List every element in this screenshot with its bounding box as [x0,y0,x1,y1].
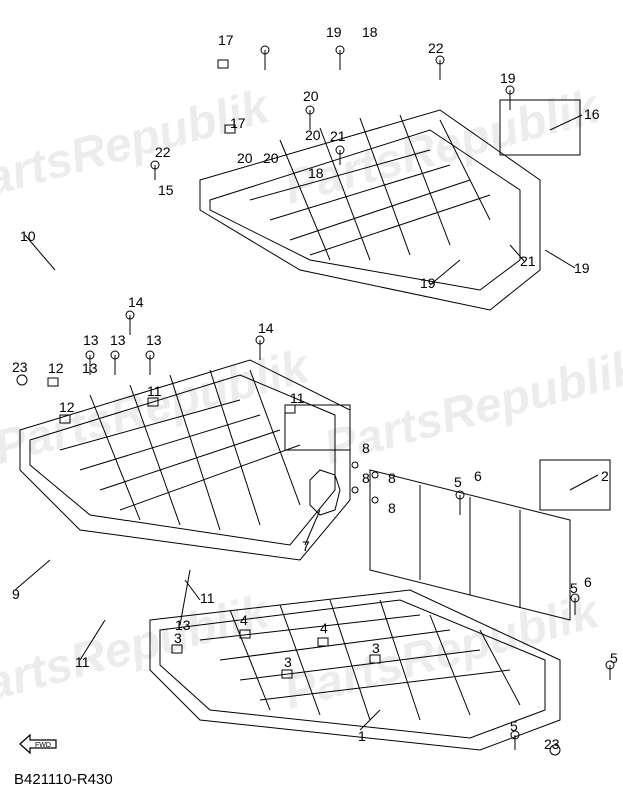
callout-number: 20 [305,127,321,143]
callout-number: 13 [175,617,191,633]
callout-number: 4 [320,620,328,636]
callout-number: 10 [20,228,36,244]
parts-diagram: PartsRepublik PartsRepublik PartsRepubli… [0,0,623,800]
callout-number: 12 [59,399,75,415]
technical-drawing [0,0,623,800]
callout-number: 17 [230,115,246,131]
callout-number: 19 [420,275,436,291]
callout-number: 13 [82,360,98,376]
callout-number: 18 [308,165,324,181]
callout-number: 23 [12,359,28,375]
callout-number: 20 [263,150,279,166]
callout-number: 13 [110,332,126,348]
callout-number: 9 [12,586,20,602]
callout-number: 8 [388,500,396,516]
callout-number: 14 [128,294,144,310]
callout-number: 13 [146,332,162,348]
callout-number: 14 [258,320,274,336]
callout-number: 6 [584,574,592,590]
callout-number: 1 [358,728,366,744]
callout-number: 5 [510,718,518,734]
callout-number: 5 [454,474,462,490]
callout-number: 21 [330,128,346,144]
callout-number: 6 [474,468,482,484]
callout-number: 3 [284,654,292,670]
callout-number: 20 [303,88,319,104]
callout-number: 4 [240,612,248,628]
callout-number: 8 [362,440,370,456]
fwd-label: FWD [35,742,51,749]
callout-number: 16 [584,106,600,122]
callout-number: 15 [158,182,174,198]
callout-number: 8 [362,470,370,486]
callout-number: 22 [428,40,444,56]
callout-number: 22 [155,144,171,160]
callout-number: 7 [302,538,310,554]
callout-number: 13 [83,332,99,348]
callout-number: 17 [218,32,234,48]
callout-number: 3 [372,640,380,656]
fwd-direction-indicator: FWD [18,731,60,762]
callout-number: 5 [570,580,578,596]
callout-number: 12 [48,360,64,376]
callout-number: 18 [362,24,378,40]
callout-number: 11 [75,654,90,670]
diagram-part-code: B421110-R430 [14,771,113,788]
callout-number: 21 [520,253,536,269]
callout-number: 5 [610,650,618,666]
callout-number: 11 [147,383,162,399]
callout-number: 11 [200,590,215,606]
callout-number: 23 [544,736,560,752]
callout-number: 19 [326,24,342,40]
callout-number: 2 [601,468,609,484]
callout-number: 11 [290,390,305,406]
callout-number: 20 [237,150,253,166]
callout-number: 19 [574,260,590,276]
callout-number: 8 [388,470,396,486]
callout-number: 19 [500,70,516,86]
